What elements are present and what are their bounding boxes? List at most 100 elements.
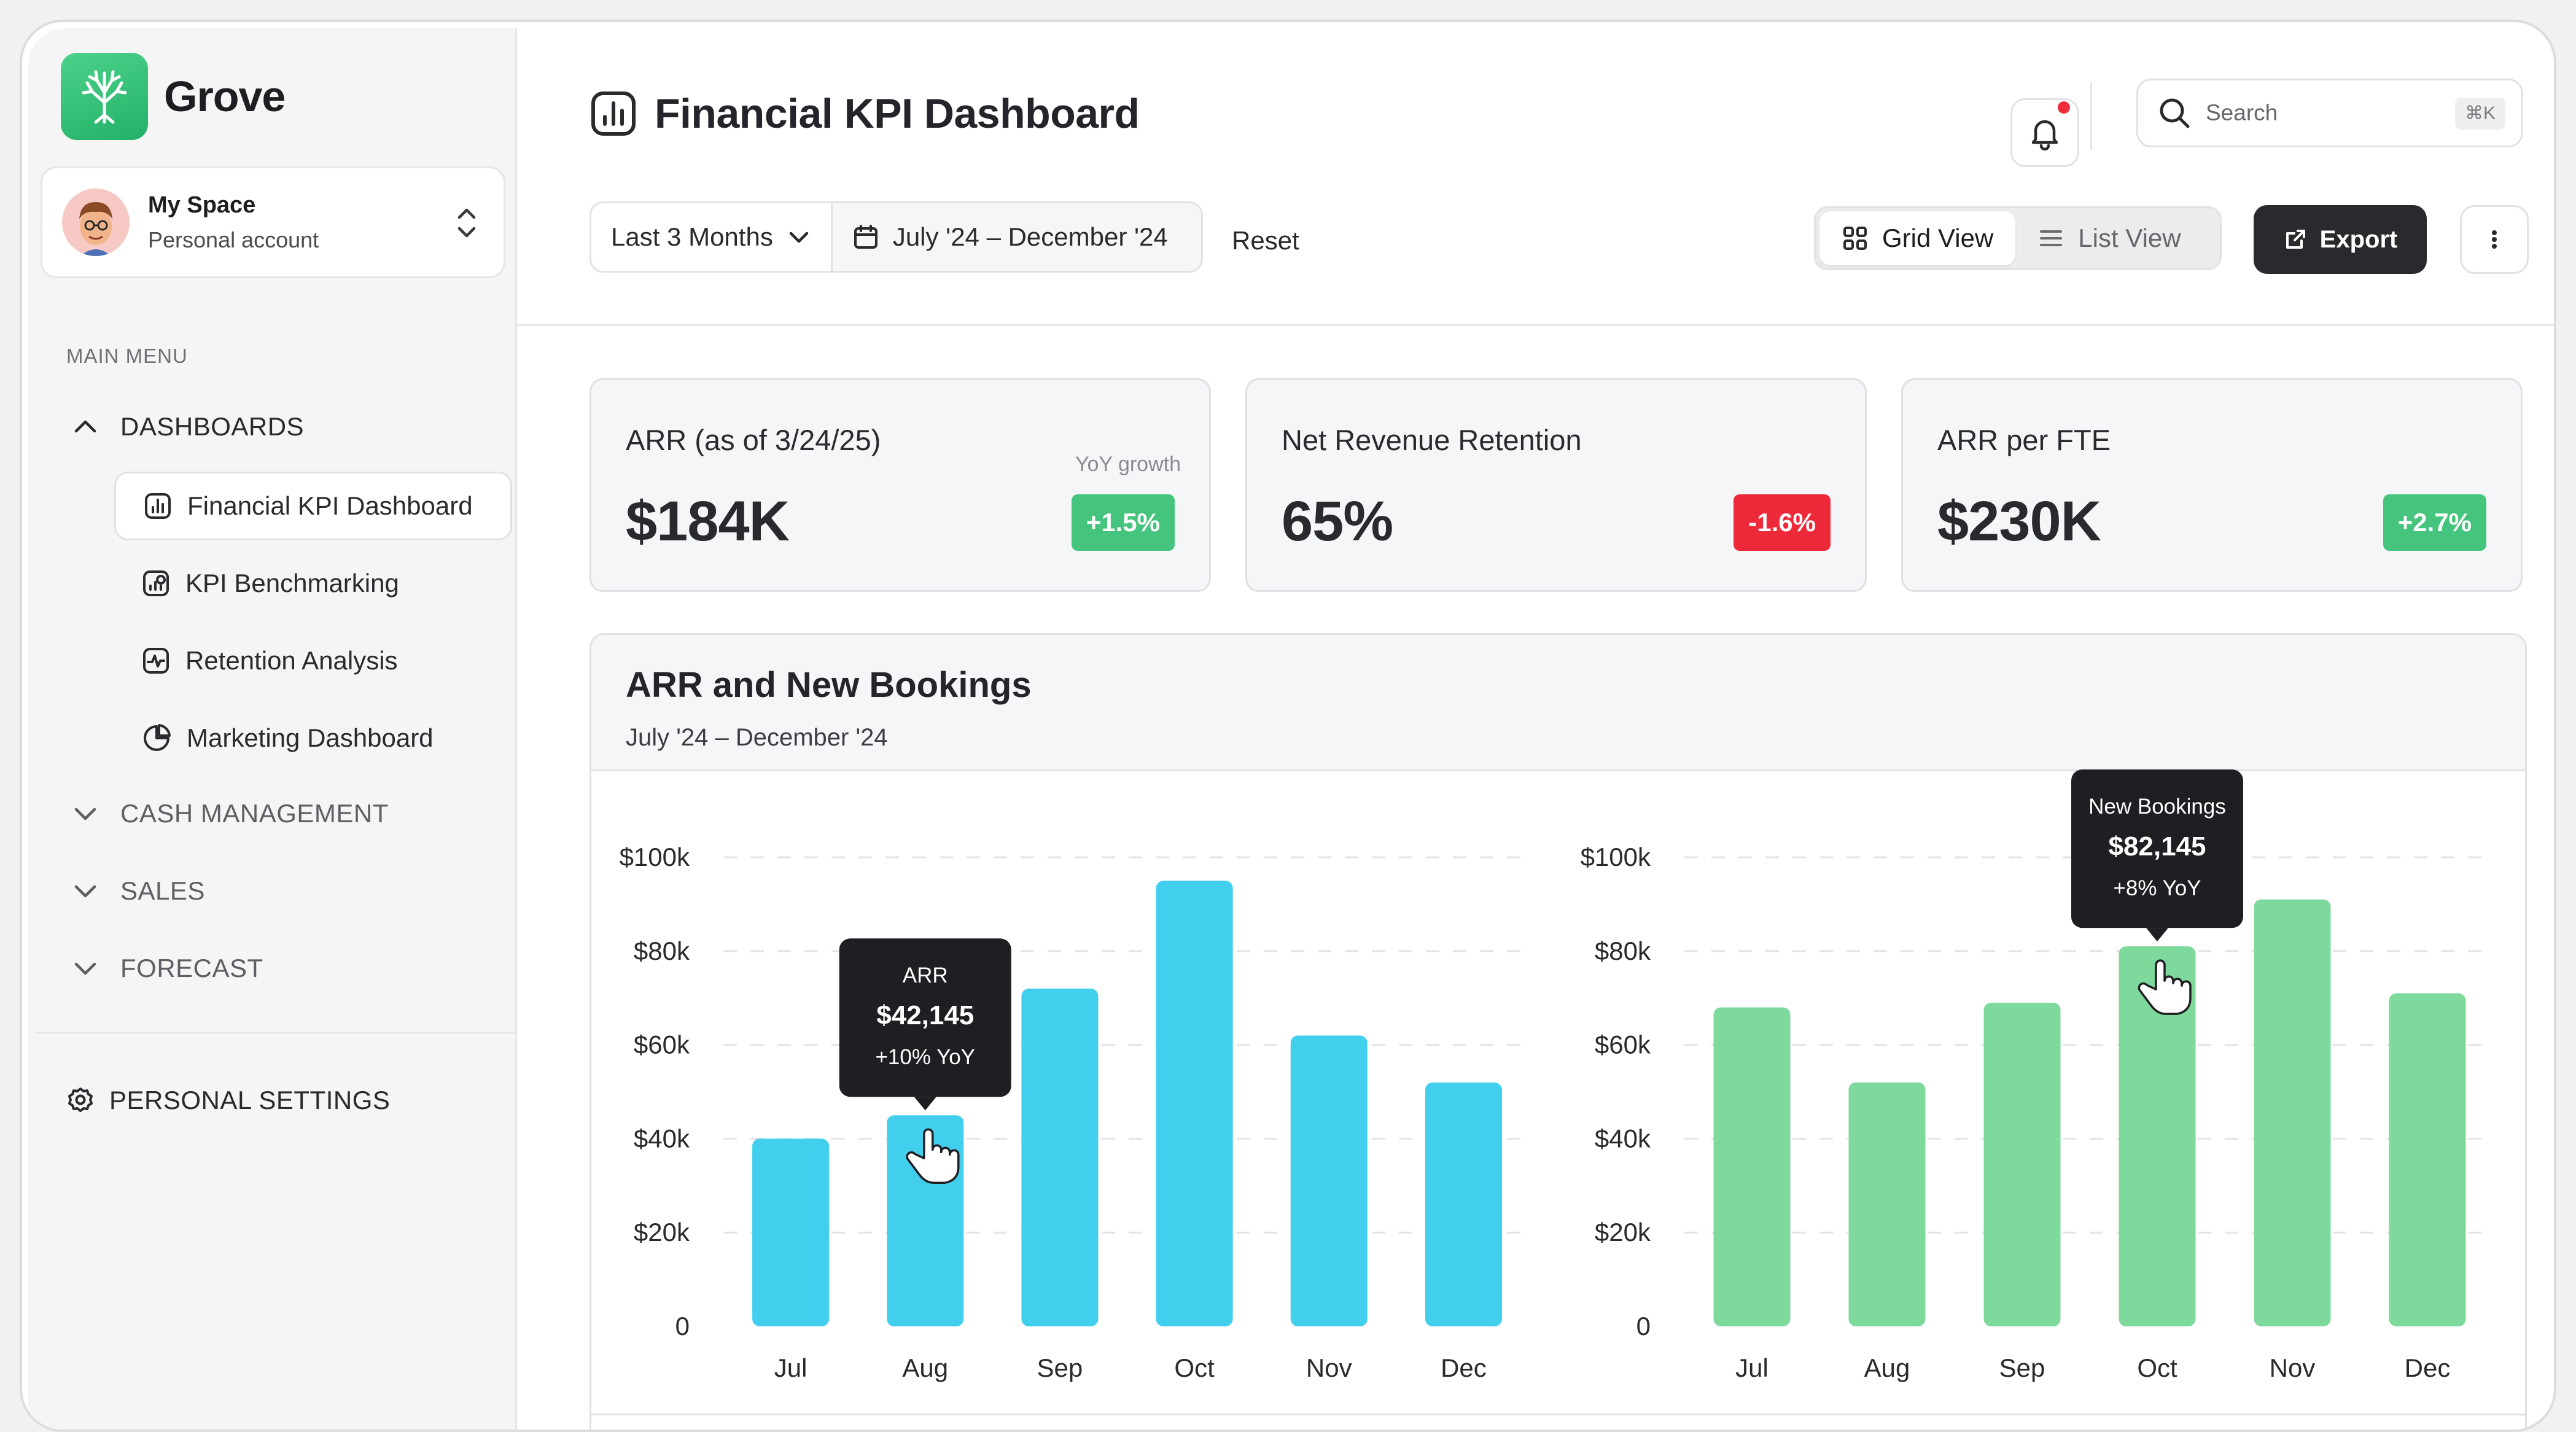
date-range-picker[interactable]: July '24 – December '24 [830,203,1201,271]
bookings-tooltip-label: New Bookings [2088,795,2226,819]
group-cash-management[interactable]: CASH MANAGEMENT [71,799,389,828]
kpi-title: ARR (as of 3/24/25) [626,424,881,456]
group-forecast-label: FORECAST [120,954,263,983]
main-menu-label: MAIN MENU [66,344,188,367]
view-toggle: Grid View List View [1814,206,2222,270]
brand[interactable]: Grove [61,53,286,140]
search-placeholder: Search [2206,100,2278,125]
kpi-change-badge: +2.7% [2383,494,2486,551]
range-dropdown[interactable]: Last 3 Months [591,203,831,271]
kpi-value: $184K [626,490,790,553]
avatar [62,189,130,256]
search-shortcut: ⌘K [2454,98,2505,130]
grid-view-button[interactable]: Grid View [1819,211,2016,265]
sidebar-item-financial-kpi[interactable]: Financial KPI Dashboard [114,472,512,540]
bookings-x-tick-label: Nov [2270,1353,2316,1382]
export-label: Export [2319,225,2398,253]
page-title: Financial KPI Dashboard [655,90,1140,137]
header-separator [2090,82,2092,150]
bookings-y-tick-label: $60k [1595,1030,1651,1059]
bar-chart-box-icon [591,91,636,136]
chevron-down-icon [74,885,96,898]
reset-button[interactable]: Reset [1232,226,1299,255]
bar-charts: 0 $20k $40k $60k $80k $100k Jul Aug Sep Oct Nov Dec… [620,769,2495,1382]
bell-icon [2031,120,2058,150]
search-input[interactable]: Search ⌘K [2136,79,2523,147]
sidebar-item-label: KPI Benchmarking [185,569,399,597]
chart-gauge-icon [143,570,169,596]
chevron-down-icon [789,232,809,243]
sidebar-item-marketing-dashboard[interactable]: Marketing Dashboard [114,704,512,772]
sidebar-divider [34,1032,517,1033]
arr-tooltip-change: +10% YoY [875,1045,975,1069]
search-icon [2160,98,2190,128]
arr-y-tick-label: $20k [634,1218,690,1247]
bookings-bar-oct [2119,946,2196,1326]
gear-icon [68,1088,93,1112]
sidebar-item-label: Retention Analysis [185,646,398,675]
bookings-bar-jul [1713,1007,1791,1326]
personal-settings-link[interactable]: PERSONAL SETTINGS [66,1086,390,1115]
date-filter: Last 3 Months July '24 – December '24 [590,201,1203,273]
arr-bar-sep [1021,988,1099,1326]
arr-bar-jul [752,1138,830,1326]
bar-chart-box-icon [145,493,171,519]
kpi-value: $230K [1937,490,2101,553]
kpi-card-arr: ARR (as of 3/24/25) YoY growth $184K +1.… [590,378,1211,592]
group-dashboards[interactable]: DASHBOARDS [71,412,304,442]
bookings-tooltip-change: +8% YoY [2113,876,2201,900]
bookings-x-tick-label: Aug [1864,1353,1910,1382]
bookings-y-tick-label: $40k [1595,1124,1651,1153]
sidebar: Grove My Space Personal account [28,28,517,1430]
arr-bar-nov [1290,1035,1368,1326]
kpi-title: Net Revenue Retention [1282,424,1582,456]
arr-bar-oct [1156,881,1233,1326]
export-button[interactable]: Export [2254,205,2427,274]
personal-settings-label: PERSONAL SETTINGS [109,1086,391,1115]
date-range-value: July '24 – December '24 [892,222,1168,251]
arr-x-tick-label: Aug [902,1353,948,1382]
chart-panel-divider [591,1414,2525,1415]
notification-dot [2058,101,2070,114]
arr-x-tick-label: Oct [1174,1353,1215,1382]
bookings-x-tick-label: Sep [1999,1353,2045,1382]
list-icon [2040,230,2063,246]
grid-view-label: Grid View [1882,224,1994,252]
chevron-down-icon [74,807,96,820]
group-sales[interactable]: SALES [71,876,205,906]
range-value: Last 3 Months [611,222,773,251]
group-sales-label: SALES [120,876,205,905]
list-view-button[interactable]: List View [2015,211,2203,265]
brand-name: Grove [164,72,286,120]
notifications-button[interactable] [2010,98,2079,167]
bookings-x-tick-label: Oct [2137,1353,2177,1382]
arr-tooltip-pointer [914,1097,936,1111]
chevron-up-icon [74,420,96,433]
more-options-button[interactable] [2460,205,2529,274]
group-dashboards-label: DASHBOARDS [120,412,305,441]
sidebar-item-kpi-benchmarking[interactable]: KPI Benchmarking [114,549,512,618]
bookings-pointer-cursor-icon [2138,959,2192,1015]
group-forecast[interactable]: FORECAST [71,954,263,983]
arr-x-tick-label: Sep [1037,1353,1083,1382]
external-link-icon [2286,230,2305,249]
arr-bar-dec [1425,1082,1502,1326]
arr-bookings-panel: ARR and New Bookings July '24 – December… [590,633,2527,1430]
arr-x-tick-label: Nov [1306,1353,1352,1382]
kpi-title: ARR per FTE [1937,424,2111,456]
main-content: Financial KPI Dashboard Search ⌘K Last 3… [517,28,2554,1430]
bookings-bar-aug [1848,1082,1926,1326]
app-window: Grove My Space Personal account [20,20,2556,1432]
chevron-up-down-icon [454,204,479,245]
arr-y-tick-label: 0 [675,1312,690,1341]
kpi-change-badge: +1.5% [1071,494,1175,551]
arr-tooltip-value: $42,145 [876,1000,974,1030]
bookings-y-tick-label: $20k [1595,1218,1651,1247]
workspace-subtitle: Personal account [148,227,319,252]
sidebar-item-label: Financial KPI Dashboard [187,491,473,520]
chart-panel-title: ARR and New Bookings [626,665,1032,705]
sidebar-item-retention-analysis[interactable]: Retention Analysis [114,626,512,695]
list-view-label: List View [2078,224,2181,252]
workspace-switcher[interactable]: My Space Personal account [41,166,505,278]
arr-y-tick-label: $80k [634,936,690,965]
